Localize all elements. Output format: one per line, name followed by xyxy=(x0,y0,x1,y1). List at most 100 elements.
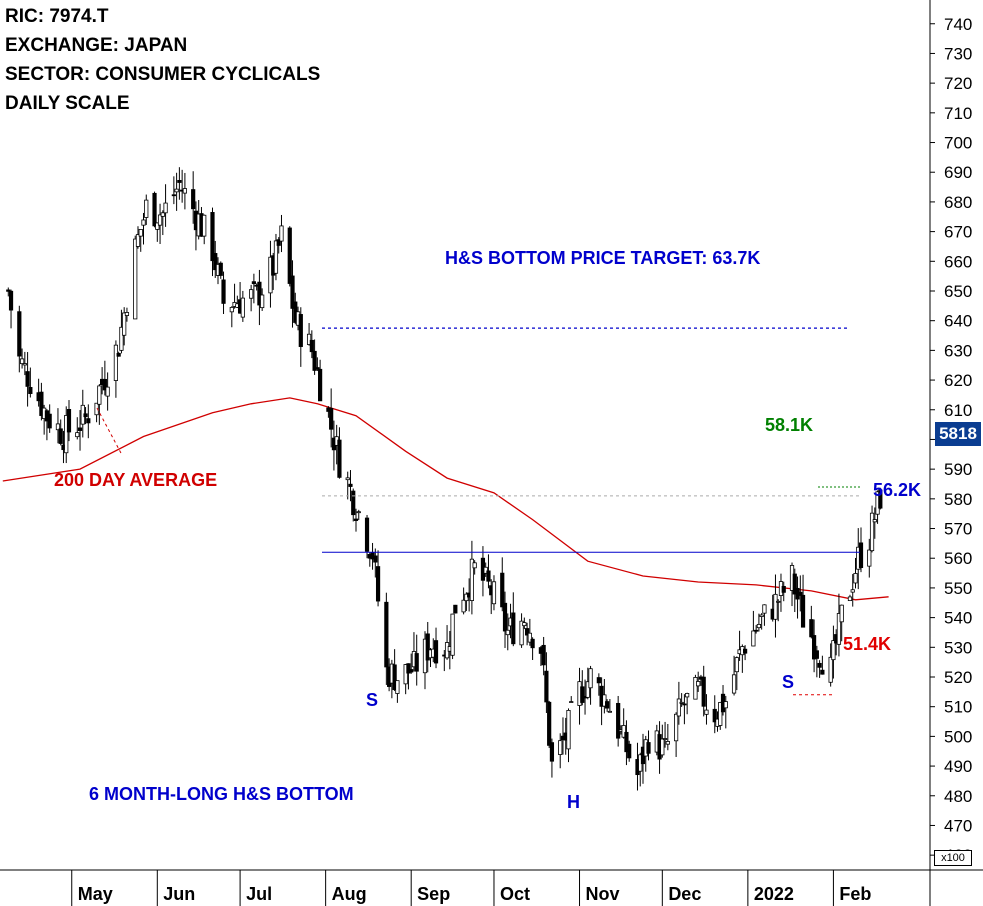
y-tick-label: 710 xyxy=(944,104,972,123)
candle-up xyxy=(693,677,698,700)
candle-up xyxy=(144,199,149,218)
candle-up xyxy=(97,385,102,405)
candle-up xyxy=(160,212,165,217)
candle-up xyxy=(734,657,739,673)
candle-up xyxy=(64,415,69,454)
candle-up xyxy=(676,698,681,717)
candle-down xyxy=(177,180,182,183)
candle-down xyxy=(409,669,414,673)
candle-up xyxy=(279,225,284,242)
scale-unit-badge: x100 xyxy=(934,850,972,866)
candle-up xyxy=(704,709,709,715)
candle-down xyxy=(820,669,825,675)
candle-up xyxy=(527,632,532,643)
scale-label: DAILY SCALE xyxy=(5,93,130,114)
candle-down xyxy=(210,212,215,262)
candle-down xyxy=(809,619,814,638)
candle-down xyxy=(817,662,822,668)
candle-up xyxy=(249,289,254,299)
candle-up xyxy=(847,596,853,602)
candle-up xyxy=(174,188,179,193)
y-tick-label: 490 xyxy=(944,757,972,776)
candle-down xyxy=(58,428,63,444)
candle-down xyxy=(171,194,176,197)
shoulder-low-label: 51.4K xyxy=(843,634,892,654)
y-tick-label: 650 xyxy=(944,282,972,301)
candle-up xyxy=(260,294,265,309)
candle-down xyxy=(152,192,157,227)
ma-leader-line xyxy=(96,407,123,456)
candle-up xyxy=(155,222,160,230)
candle-down xyxy=(425,633,430,661)
candle-up xyxy=(133,238,138,320)
candle-down xyxy=(541,644,546,666)
candle-up xyxy=(395,680,400,694)
candle-up xyxy=(105,386,110,397)
candle-down xyxy=(792,573,797,595)
last-price-badge: 5818 xyxy=(935,422,981,446)
candle-up xyxy=(75,432,80,438)
x-tick-label: Jul xyxy=(246,884,272,904)
x-tick-label: Sep xyxy=(417,884,450,904)
candle-up xyxy=(505,629,510,636)
x-tick-label: Aug xyxy=(332,884,367,904)
x-tick-label: 2022 xyxy=(754,884,794,904)
candle-down xyxy=(318,368,323,402)
candle-down xyxy=(290,275,295,309)
candle-up xyxy=(202,214,207,237)
ma-200-line xyxy=(2,397,889,601)
candle-up xyxy=(831,640,836,661)
candle-up xyxy=(588,668,593,689)
candle-down xyxy=(315,367,320,370)
candle-down xyxy=(547,701,552,746)
candle-down xyxy=(351,490,356,516)
candle-down xyxy=(798,591,803,596)
y-tick-label: 610 xyxy=(944,401,972,420)
candle-down xyxy=(25,371,30,387)
candle-up xyxy=(483,566,488,574)
ma-annotation: 200 DAY AVERAGE xyxy=(54,470,218,490)
y-tick-label: 480 xyxy=(944,787,972,806)
candle-down xyxy=(221,279,226,304)
y-tick-label: 740 xyxy=(944,15,972,34)
candle-down xyxy=(701,676,706,707)
candle-down xyxy=(375,566,381,602)
candle-up xyxy=(662,738,668,740)
candle-down xyxy=(373,555,378,563)
moving-average-layer xyxy=(2,397,889,601)
target-annotation: H&S BOTTOM PRICE TARGET: 63.7K xyxy=(445,248,761,268)
candle-up xyxy=(124,312,130,316)
x-tick-label: Feb xyxy=(839,884,871,904)
candle-up xyxy=(113,344,119,381)
candle-up xyxy=(566,710,571,750)
candle-up xyxy=(122,312,127,336)
candle-up xyxy=(306,333,312,345)
x-tick-label: Oct xyxy=(500,884,530,904)
candle-down xyxy=(453,604,458,614)
candle-up xyxy=(773,593,778,620)
candle-down xyxy=(17,311,22,357)
candle-down xyxy=(754,629,759,632)
candle-down xyxy=(511,612,516,645)
candle-up xyxy=(776,600,781,603)
exchange-label: EXCHANGE: JAPAN xyxy=(5,35,188,56)
candle-up xyxy=(461,599,466,613)
candle-up xyxy=(869,512,875,552)
candle-down xyxy=(364,517,370,552)
candle-up xyxy=(674,713,679,742)
y-tick-label: 530 xyxy=(944,638,972,657)
head-label: H xyxy=(567,792,580,812)
candle-down xyxy=(251,281,256,285)
candle-up xyxy=(22,363,27,366)
y-tick-label: 670 xyxy=(944,223,972,242)
candle-down xyxy=(682,703,687,706)
left-shoulder-label: S xyxy=(366,690,379,710)
recent-high-label: 58.1K xyxy=(765,415,814,435)
candle-down xyxy=(811,635,817,660)
candle-down xyxy=(353,518,359,521)
y-tick-label: 660 xyxy=(944,252,972,271)
candle-up xyxy=(660,738,665,756)
candlestick-layer xyxy=(6,167,883,791)
candle-up xyxy=(685,693,690,698)
candle-up xyxy=(585,681,590,698)
